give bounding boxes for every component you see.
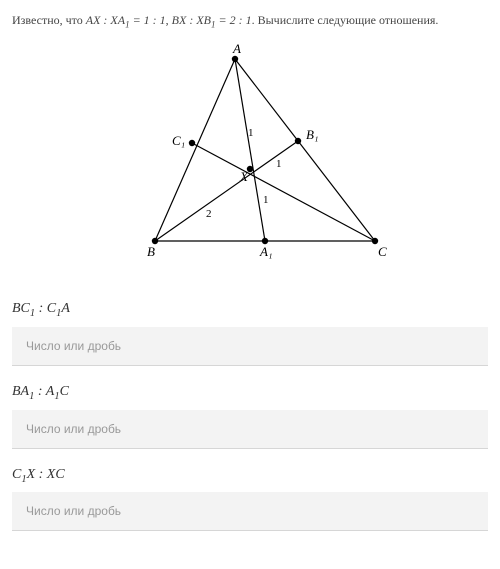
svg-text:2: 2: [206, 208, 212, 220]
ratio-label-0: BC1 : C1A: [12, 301, 488, 319]
svg-text:X: X: [239, 169, 249, 184]
svg-text:C: C: [378, 244, 387, 259]
answer-input-2[interactable]: [12, 492, 488, 531]
svg-text:B: B: [147, 244, 155, 259]
math: AX : XA1 = 1 : 1: [86, 13, 166, 27]
answer-input-1[interactable]: [12, 410, 488, 449]
text: Известно, что: [12, 13, 86, 27]
problem-statement: Известно, что AX : XA1 = 1 : 1, BX : XB1…: [12, 12, 488, 31]
svg-text:1: 1: [276, 158, 282, 170]
triangle-figure: A B C A₁ B₁ C₁ X 1 1 1 2: [100, 41, 400, 271]
svg-text:1: 1: [248, 127, 254, 139]
svg-text:B₁: B₁: [306, 127, 318, 142]
math: BX : XB1 = 2 : 1: [172, 13, 252, 27]
ratio-label-1: BA1 : A1C: [12, 384, 488, 402]
ratio-label-2: C1X : XC: [12, 467, 488, 485]
answer-input-0[interactable]: [12, 327, 488, 366]
svg-text:A: A: [232, 41, 241, 56]
svg-text:A₁: A₁: [259, 244, 272, 259]
geometry-diagram: A B C A₁ B₁ C₁ X 1 1 1 2: [12, 41, 488, 271]
svg-text:1: 1: [263, 194, 269, 206]
svg-text:C₁: C₁: [172, 133, 185, 148]
